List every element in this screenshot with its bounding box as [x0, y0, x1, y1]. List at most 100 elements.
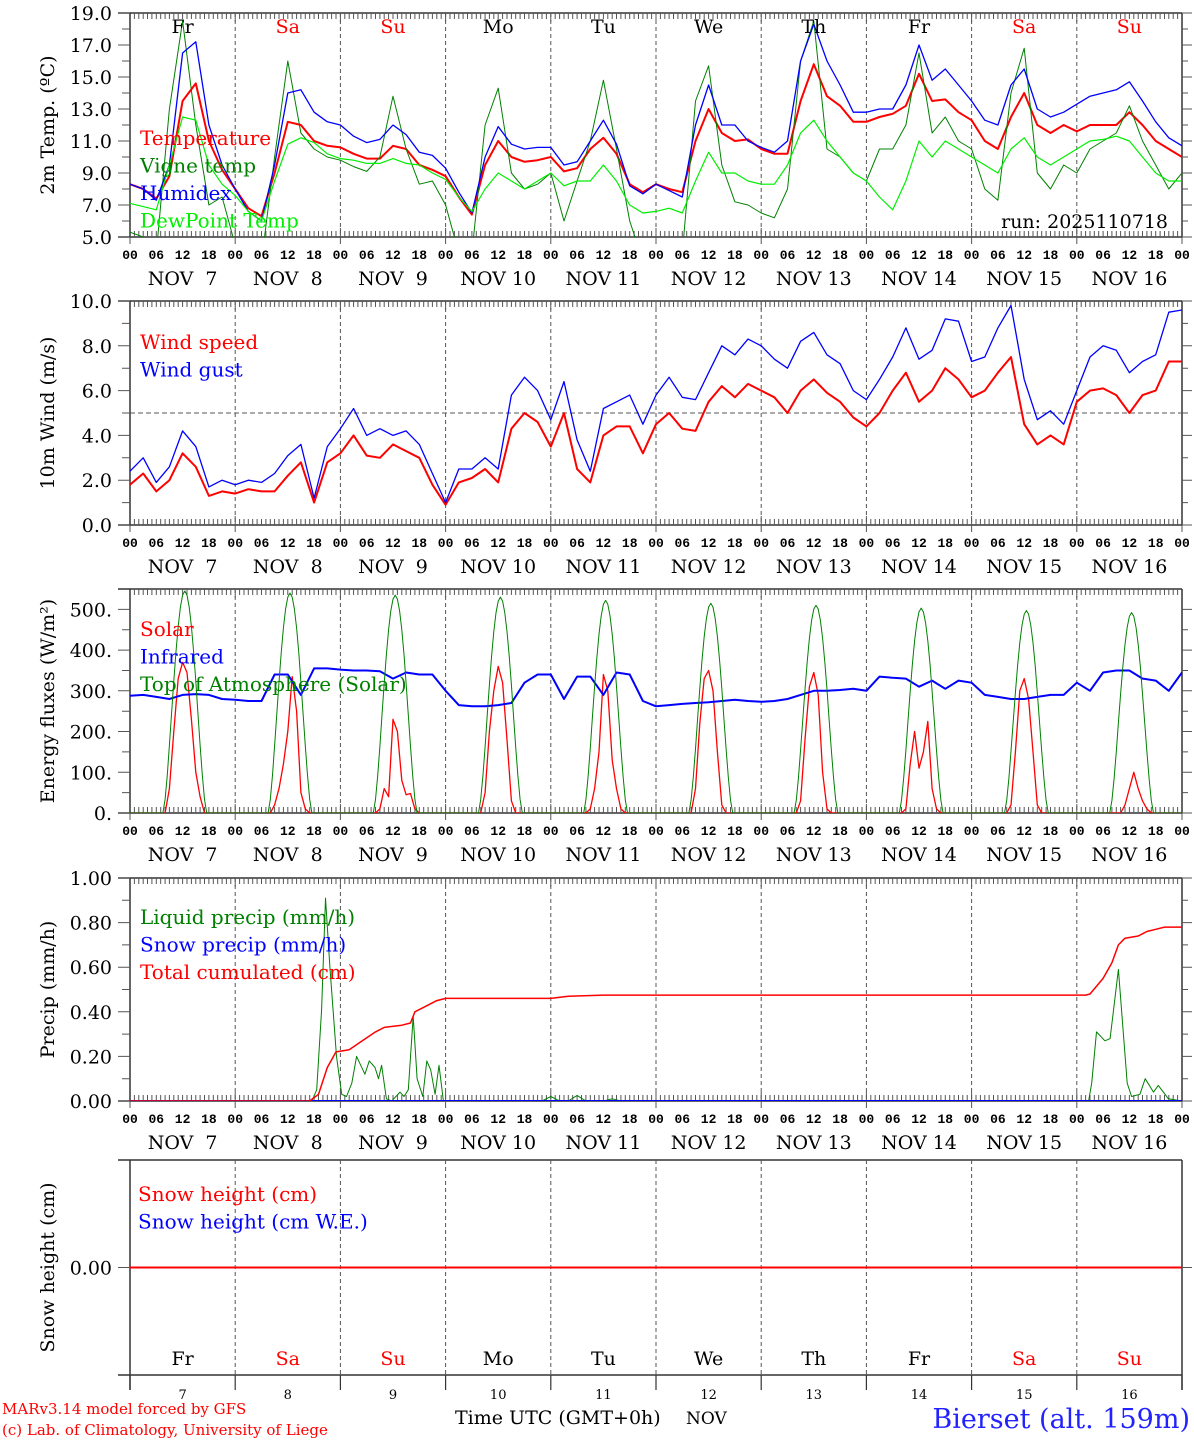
x-hour-label: 18 [727, 1112, 743, 1127]
x-date-label: NOV 13 [776, 268, 852, 290]
x-minor-ticks [129, 13, 1183, 244]
day-name-label: We [694, 16, 723, 38]
y-tick-label: 400. [70, 640, 112, 662]
y-tick-label: 11.0 [70, 131, 112, 153]
x-hour-label: 00 [333, 248, 349, 263]
x-hour-label: 18 [411, 1112, 427, 1127]
x-hour-label: 06 [569, 248, 585, 263]
x-hour-label: 06 [1095, 536, 1111, 551]
x-hour-label: 06 [1095, 1112, 1111, 1127]
x-hour-label: 18 [306, 248, 322, 263]
x-hour-label: 18 [622, 1112, 638, 1127]
x-date-label: NOV 10 [460, 556, 536, 578]
x-hour-label: 06 [464, 824, 480, 839]
legend-entry: Total cumulated (cm) [140, 960, 356, 984]
x-hour-label: 00 [543, 1112, 559, 1127]
x-hour-label: 18 [622, 536, 638, 551]
series-line-liquid-precip-mm-h- [130, 897, 1182, 1101]
x-hour-label: 12 [911, 536, 927, 551]
x-hour-label: 18 [306, 824, 322, 839]
panel-2 [118, 300, 1192, 532]
y-tick-label: 0.40 [70, 1002, 112, 1024]
y-tick-label: 9.0 [82, 163, 112, 185]
x-hour-label: 18 [411, 248, 427, 263]
day-name-label: Sa [1012, 16, 1036, 38]
legend-entry: Snow height (cm) [138, 1182, 317, 1206]
x-hour-label: 06 [254, 248, 270, 263]
y-ticks [118, 12, 1192, 238]
series-group [130, 590, 1182, 813]
x-date-number: 7 [178, 1388, 186, 1403]
x-hour-label: 18 [727, 248, 743, 263]
x-hour-label: 18 [517, 1112, 533, 1127]
x-date-label: NOV 9 [358, 1132, 428, 1154]
day-name-label: Mo [483, 16, 514, 38]
x-hour-label: 06 [1095, 248, 1111, 263]
x-hour-label: 00 [1174, 1112, 1190, 1127]
day-name-label: Fr [171, 1348, 194, 1370]
x-date-number: 10 [490, 1388, 507, 1403]
x-hour-label: 18 [1148, 536, 1164, 551]
x-hour-label: 12 [1122, 1112, 1138, 1127]
x-hour-label: 00 [753, 1112, 769, 1127]
x-hour-label: 12 [806, 824, 822, 839]
y-tick-label: 100. [70, 762, 112, 784]
legend-entry: Top of Atmosphere (Solar) [140, 672, 407, 696]
x-hour-label: 12 [806, 1112, 822, 1127]
x-hour-label: 18 [1043, 248, 1059, 263]
x-hour-label: 12 [911, 824, 927, 839]
x-hour-label: 12 [701, 824, 717, 839]
x-hour-label: 18 [1148, 248, 1164, 263]
y-tick-label: 0.0 [82, 515, 112, 537]
x-hour-label: 12 [596, 536, 612, 551]
x-hour-label: 18 [1043, 824, 1059, 839]
x-hour-label: 00 [753, 536, 769, 551]
x-hour-label: 00 [1069, 1112, 1085, 1127]
x-hour-label: 00 [1174, 248, 1190, 263]
panel-5 [118, 1159, 1192, 1390]
x-hour-label: 18 [306, 1112, 322, 1127]
y-ticks [118, 300, 1192, 526]
x-hour-label: 12 [1016, 536, 1032, 551]
x-hour-label: 00 [648, 1112, 664, 1127]
x-hour-label: 00 [122, 536, 138, 551]
x-hour-label: 06 [780, 824, 796, 839]
x-date-label: NOV 12 [671, 268, 747, 290]
x-hour-label: 18 [201, 824, 217, 839]
y-tick-label: 4.0 [82, 425, 112, 447]
x-hour-label: 18 [937, 248, 953, 263]
day-name-label: Sa [276, 1348, 300, 1370]
x-hour-label: 06 [990, 1112, 1006, 1127]
x-hour-label: 18 [727, 824, 743, 839]
x-date-label: NOV 14 [881, 844, 957, 866]
x-date-label: NOV 10 [460, 844, 536, 866]
x-date-label: NOV 9 [358, 556, 428, 578]
x-hour-label: 12 [385, 1112, 401, 1127]
legend-entry: Solar [140, 617, 194, 641]
x-date-label: NOV 8 [253, 556, 323, 578]
x-hour-label: 12 [280, 1112, 296, 1127]
x-date-number: 15 [1016, 1388, 1033, 1403]
series-line-solar [130, 661, 1182, 813]
x-hour-label: 06 [780, 536, 796, 551]
legend-entry: Wind gust [140, 358, 243, 382]
x-hour-label: 18 [517, 536, 533, 551]
y-ticks [118, 877, 1192, 1102]
x-hour-label: 18 [1043, 536, 1059, 551]
day-name-label: Th [801, 16, 826, 38]
x-hour-label: 00 [753, 248, 769, 263]
x-date-label: NOV 7 [148, 1132, 218, 1154]
x-hour-label: 00 [648, 536, 664, 551]
x-hour-label: 12 [1016, 248, 1032, 263]
legend-entry: Infrared [140, 645, 224, 669]
series-group [130, 897, 1182, 1101]
x-date-number: 8 [284, 1388, 292, 1403]
x-hour-label: 12 [596, 824, 612, 839]
x-hour-label: 06 [990, 536, 1006, 551]
panel-3 [118, 588, 1192, 820]
panel-1 [118, 12, 1192, 244]
x-hour-label: 12 [175, 1112, 191, 1127]
x-hour-label: 06 [780, 248, 796, 263]
x-hour-label: 06 [990, 824, 1006, 839]
